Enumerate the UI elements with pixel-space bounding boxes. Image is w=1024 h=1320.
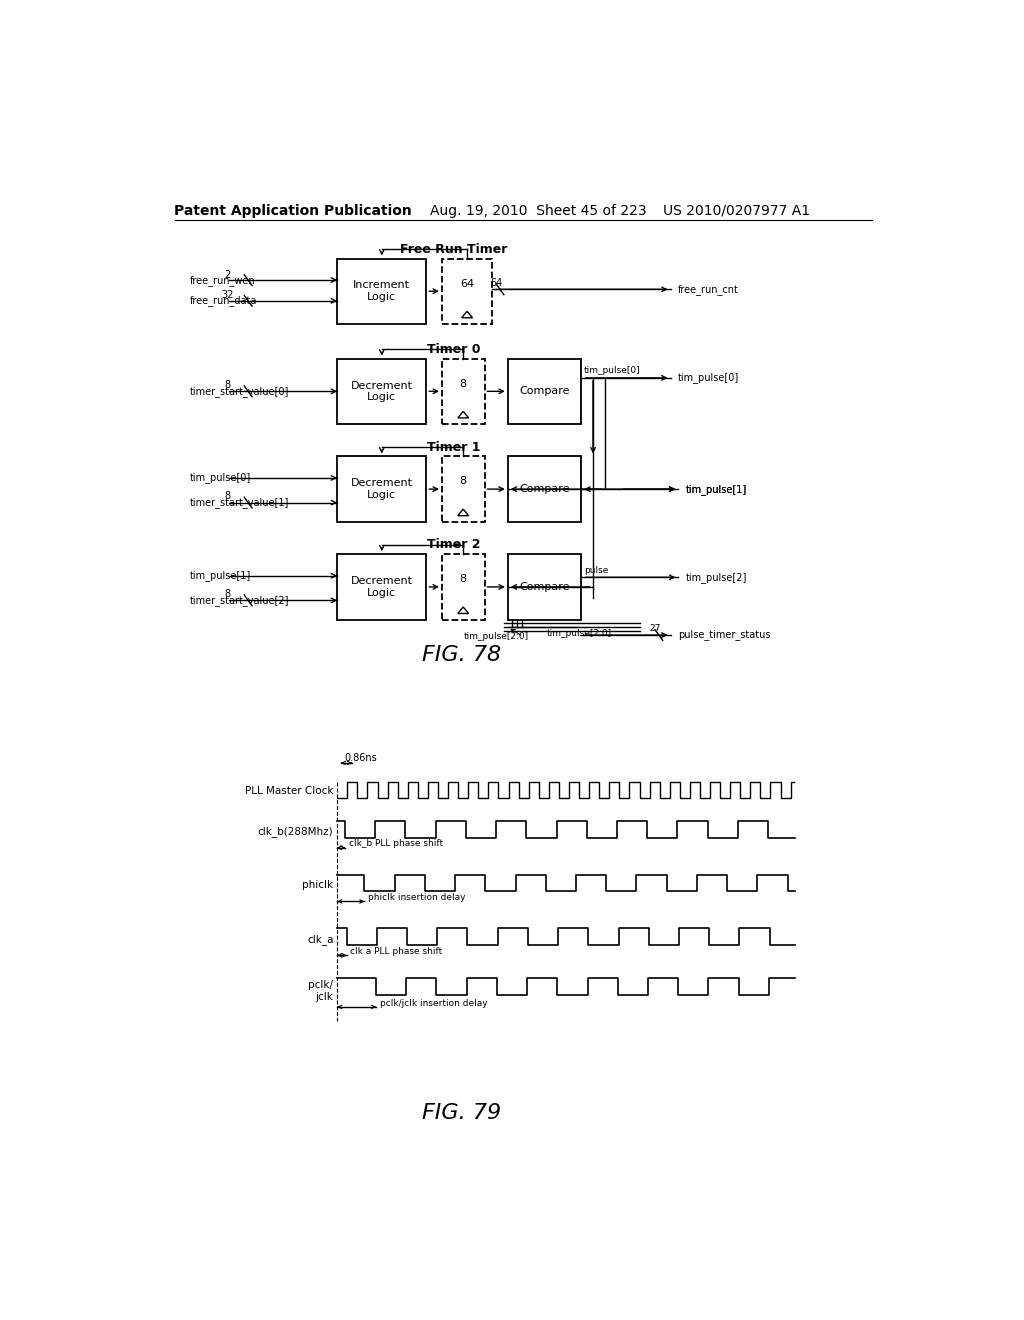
Text: clk_a: clk_a [307, 933, 334, 945]
Text: Aug. 19, 2010  Sheet 45 of 223: Aug. 19, 2010 Sheet 45 of 223 [430, 203, 647, 218]
Text: tim_pulse[0]: tim_pulse[0] [678, 372, 739, 383]
Text: free_run_wen: free_run_wen [190, 275, 256, 285]
Text: Patent Application Publication: Patent Application Publication [174, 203, 413, 218]
Text: tim_pulse[2]: tim_pulse[2] [686, 572, 748, 582]
Text: clk_b(288Mhz): clk_b(288Mhz) [258, 826, 334, 837]
Text: Timer 0: Timer 0 [427, 343, 480, 356]
Text: Free Run Timer: Free Run Timer [399, 243, 507, 256]
Text: Timer 2: Timer 2 [427, 539, 480, 552]
Text: 8: 8 [224, 589, 230, 599]
Text: 8: 8 [224, 380, 230, 391]
Bar [337, 554, 426, 619]
Text: tim_pulse[2:0]: tim_pulse[2:0] [464, 632, 528, 642]
Text: pclk/
jclk: pclk/ jclk [308, 979, 334, 1002]
Text: Increment
Logic: Increment Logic [353, 280, 411, 302]
Text: FIG. 78: FIG. 78 [422, 645, 501, 665]
Text: free_run_cnt: free_run_cnt [678, 284, 739, 294]
Text: Compare: Compare [519, 387, 569, 396]
Text: 64: 64 [490, 279, 502, 288]
Text: FIG. 79: FIG. 79 [422, 1104, 501, 1123]
Text: US 2010/0207977 A1: US 2010/0207977 A1 [663, 203, 810, 218]
Text: PLL Master Clock: PLL Master Clock [245, 787, 334, 796]
Bar [442, 457, 484, 521]
Text: pulse_timer_status: pulse_timer_status [678, 630, 771, 640]
Text: 27: 27 [649, 624, 660, 634]
Text: timer_start_value[1]: timer_start_value[1] [190, 498, 290, 508]
Text: clk_b PLL phase shift: clk_b PLL phase shift [349, 840, 443, 849]
Text: 0.86ns: 0.86ns [344, 754, 377, 763]
Text: Compare: Compare [519, 484, 569, 494]
Text: tim_pulse[0]: tim_pulse[0] [584, 366, 640, 375]
Text: Decrement
Logic: Decrement Logic [351, 380, 413, 403]
Bar [337, 359, 426, 424]
Text: 8: 8 [224, 491, 230, 502]
Bar [508, 359, 582, 424]
Text: 8: 8 [460, 379, 467, 388]
Text: pulse: pulse [584, 566, 608, 574]
Text: clk a PLL phase shift: clk a PLL phase shift [350, 946, 442, 956]
Text: tim_pulse[0]: tim_pulse[0] [190, 473, 251, 483]
Text: 8: 8 [460, 477, 467, 486]
Bar [442, 259, 493, 323]
Bar [508, 554, 582, 619]
Text: Compare: Compare [519, 582, 569, 591]
Text: tim_pulse[2:0]: tim_pulse[2:0] [547, 630, 611, 638]
Bar [442, 554, 484, 619]
Text: 2: 2 [224, 269, 230, 280]
Text: phiclk insertion delay: phiclk insertion delay [369, 894, 466, 902]
Bar [442, 359, 484, 424]
Text: Decrement
Logic: Decrement Logic [351, 576, 413, 598]
Text: tim_pulse[1]: tim_pulse[1] [190, 570, 251, 581]
Text: 8: 8 [460, 574, 467, 585]
Text: 64: 64 [460, 279, 474, 289]
Bar [508, 457, 582, 521]
Bar [337, 259, 426, 323]
Text: pclk/jclk insertion delay: pclk/jclk insertion delay [380, 999, 487, 1007]
Text: Timer 1: Timer 1 [427, 441, 480, 454]
Text: timer_start_value[2]: timer_start_value[2] [190, 595, 290, 606]
Text: timer_start_value[0]: timer_start_value[0] [190, 385, 290, 397]
Bar [337, 457, 426, 521]
Text: Decrement
Logic: Decrement Logic [351, 478, 413, 500]
Text: free_run_data: free_run_data [190, 296, 257, 306]
Text: 32: 32 [221, 290, 233, 301]
Text: phiclk: phiclk [302, 880, 334, 890]
Text: tim_pulse[1]: tim_pulse[1] [686, 483, 748, 495]
Text: tim_pulse[1]: tim_pulse[1] [686, 483, 748, 495]
